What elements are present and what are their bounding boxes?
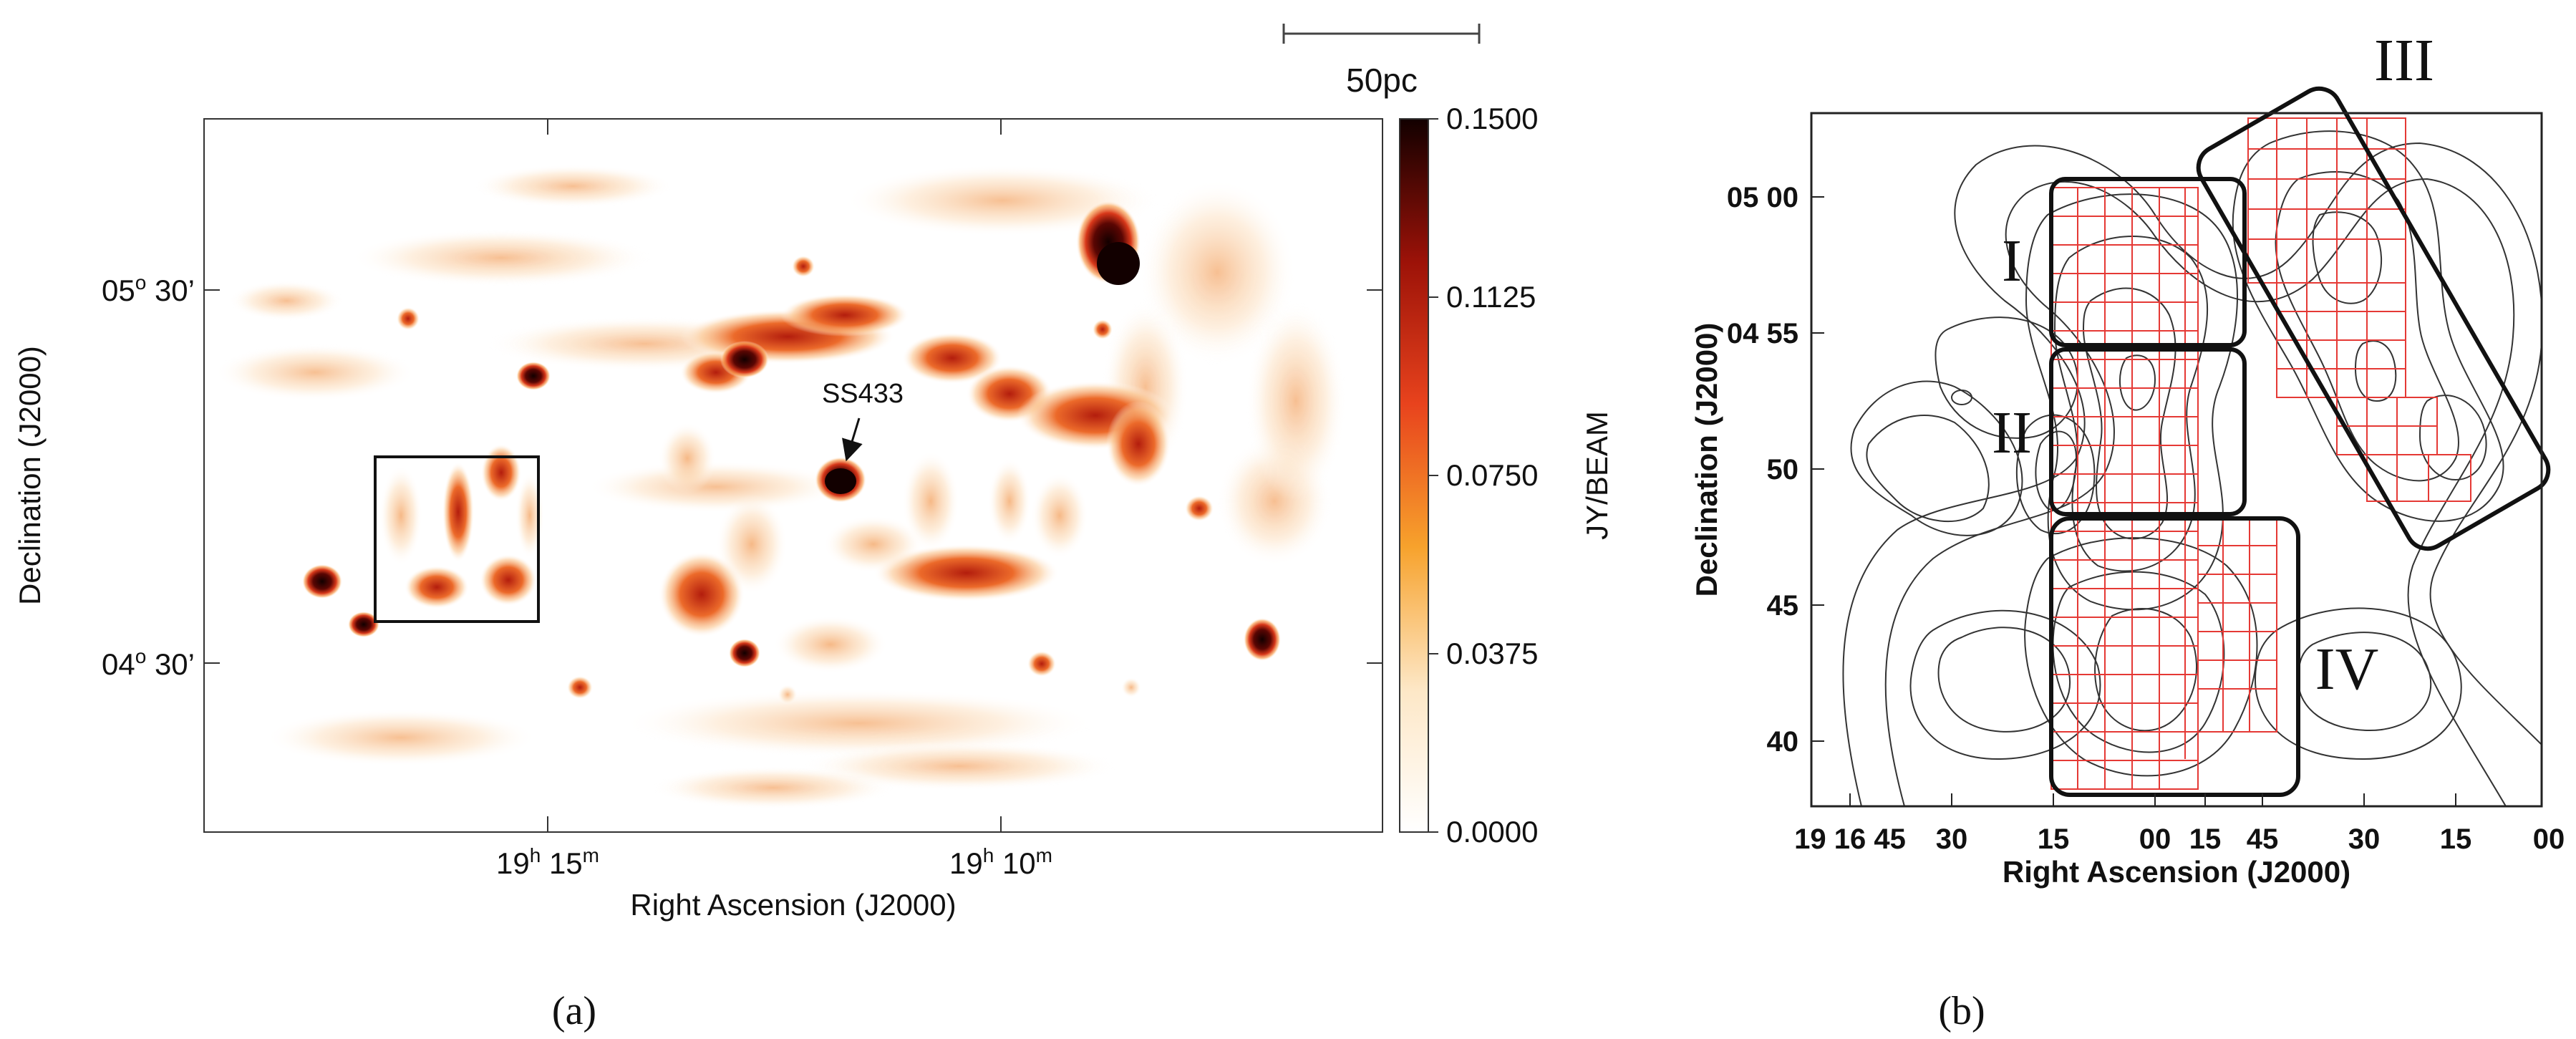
panel-label-a: (a) <box>552 989 596 1033</box>
source-ring-north <box>720 341 769 378</box>
region-label-II: II <box>1992 400 2032 466</box>
region-box-I <box>2049 177 2247 347</box>
red-grids <box>2050 117 2471 790</box>
colorbar: 0.1500 0.1125 0.0750 0.0375 0.0000 JY/BE… <box>1399 102 1614 849</box>
x-tick-b-0: 19 16 45 <box>1794 823 1906 855</box>
y-tick-b-4: 40 <box>1767 726 1799 758</box>
region-label-III: III <box>2374 27 2434 94</box>
y-tick-a-1: 04o 30’ <box>102 645 195 681</box>
panel-b: I II III IV 19 16 45 30 15 00 15 <box>1690 27 2565 1033</box>
scale-bar: 50pc <box>1282 24 1481 99</box>
region-label-IV: IV <box>2315 636 2379 702</box>
x-tick-b-5: 45 <box>2247 823 2279 855</box>
x-axis-label-a: Right Ascension (J2000) <box>630 888 956 922</box>
x-tick-b-1: 30 <box>1936 823 1968 855</box>
x-tick-b-8: 00 <box>2533 823 2565 855</box>
y-tick-a-0: 05o 30’ <box>102 271 195 307</box>
panel-label-b: (b) <box>1938 989 1985 1033</box>
x-tick-b-4: 15 <box>2189 823 2222 855</box>
x-tick-b-6: 30 <box>2348 823 2381 855</box>
colorbar-tick-0: 0.1500 <box>1446 102 1538 135</box>
colorbar-tick-1: 0.1125 <box>1446 280 1536 314</box>
y-axis-label-a: Declination (J2000) <box>13 346 47 605</box>
region-boxes <box>2049 86 2551 797</box>
colorbar-tick-2: 0.0750 <box>1446 458 1538 492</box>
panel-a: 50pc <box>13 24 1614 1033</box>
y-tick-b-3: 45 <box>1767 590 1799 622</box>
ss433-label: SS433 <box>822 379 904 409</box>
y-axis-label-b: Declination (J2000) <box>1690 323 1723 597</box>
colorbar-tick-3: 0.0375 <box>1446 637 1538 670</box>
y-tick-b-2: 50 <box>1767 454 1799 485</box>
x-tick-b-2: 15 <box>2038 823 2070 855</box>
x-tick-b-3: 00 <box>2139 823 2171 855</box>
y-tick-b-0: 05 00 <box>1727 182 1798 213</box>
x-axis-label-b: Right Ascension (J2000) <box>2003 855 2350 889</box>
region-box-III <box>2196 86 2551 551</box>
region-label-I: I <box>2002 228 2022 294</box>
ss433-annotation: SS433 <box>822 379 904 462</box>
colorbar-tick-4: 0.0000 <box>1446 815 1538 849</box>
radio-image <box>204 119 1383 832</box>
region-box-II <box>2049 347 2247 516</box>
colorbar-label: JY/BEAM <box>1580 411 1614 540</box>
y-tick-b-1: 04 55 <box>1727 318 1798 349</box>
scale-bar-label: 50pc <box>1346 62 1418 99</box>
x-tick-b-7: 15 <box>2440 823 2472 855</box>
x-tick-a-0: 19h 15m <box>496 844 599 880</box>
colorbar-ticks <box>1428 118 1438 833</box>
x-tick-a-1: 19h 10m <box>949 844 1052 880</box>
highlight-box <box>374 455 540 623</box>
region-box-IV <box>2049 516 2300 797</box>
